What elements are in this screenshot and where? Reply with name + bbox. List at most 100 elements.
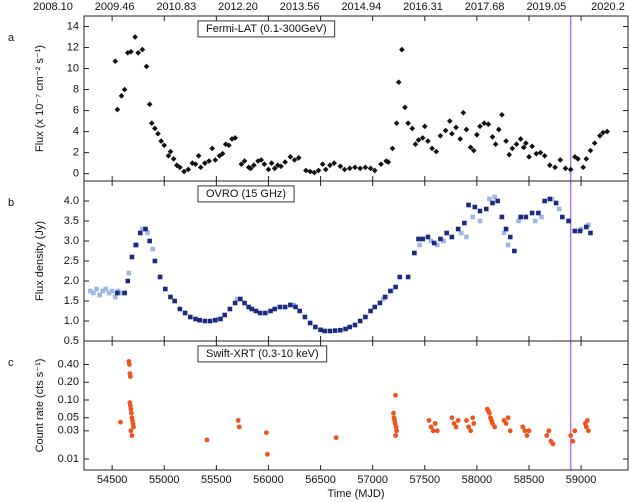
point	[185, 166, 192, 173]
point	[405, 274, 411, 280]
point	[357, 318, 363, 324]
point	[357, 165, 363, 172]
panel-label: b	[8, 197, 14, 209]
y-tick-label: 10	[67, 62, 79, 74]
point	[322, 328, 328, 334]
panel-title-box	[197, 345, 328, 363]
y-tick-label: 3.0	[64, 235, 79, 247]
point	[192, 161, 199, 168]
point	[399, 46, 405, 53]
panel-title: Fermi-LAT (0.1-300GeV)	[206, 23, 327, 35]
point	[219, 150, 226, 157]
point	[464, 234, 469, 240]
point	[247, 165, 254, 172]
point	[137, 230, 143, 236]
point	[91, 290, 96, 296]
point	[517, 136, 524, 142]
point	[272, 306, 278, 312]
point	[226, 142, 232, 149]
point	[170, 156, 177, 162]
point	[322, 166, 329, 173]
point	[520, 144, 527, 151]
y-tick-label: 1.5	[64, 295, 79, 307]
point	[87, 288, 93, 294]
point	[291, 157, 298, 163]
point	[125, 278, 131, 284]
point	[466, 424, 471, 430]
point	[238, 296, 243, 302]
point	[347, 324, 353, 330]
point	[389, 145, 396, 152]
point	[121, 86, 128, 93]
point	[94, 286, 99, 292]
point	[453, 424, 459, 430]
top-axis-label: 2014.94	[341, 1, 381, 13]
point	[378, 161, 384, 168]
point	[428, 238, 434, 244]
point	[529, 143, 535, 150]
point	[115, 290, 120, 296]
point	[147, 238, 152, 244]
point	[426, 418, 432, 423]
point	[402, 104, 408, 111]
point	[282, 159, 288, 165]
point	[457, 136, 464, 142]
point	[429, 145, 435, 152]
point	[333, 435, 339, 441]
y-tick-label: 2.0	[64, 275, 79, 287]
point	[133, 242, 139, 248]
point	[505, 242, 511, 248]
point	[597, 132, 603, 139]
x-tick-label: 55000	[149, 474, 180, 486]
point	[263, 430, 269, 435]
point	[135, 49, 142, 56]
point	[128, 406, 134, 412]
top-axis-label: 2008.10	[33, 1, 73, 13]
point	[241, 158, 248, 164]
point	[343, 326, 348, 332]
y-axis-label: Flux density (Jy)	[34, 221, 46, 301]
point	[481, 120, 488, 127]
y-tick-label: 8	[73, 83, 79, 95]
point	[129, 410, 134, 416]
point	[167, 148, 174, 155]
point	[415, 137, 422, 143]
point	[246, 304, 251, 310]
top-axis-label: 2013.56	[280, 1, 320, 13]
point	[168, 294, 173, 300]
point	[363, 314, 368, 320]
point	[148, 120, 155, 127]
point	[542, 198, 547, 204]
panel-label: c	[8, 357, 14, 369]
point	[583, 156, 590, 162]
point	[523, 140, 529, 146]
point	[332, 328, 338, 333]
y-tick-label: 0.40	[58, 358, 79, 370]
point	[460, 109, 467, 116]
x-tick-label: 55500	[201, 474, 232, 486]
point	[372, 304, 378, 310]
point	[315, 167, 322, 174]
point	[341, 166, 348, 173]
x-tick-label: 56500	[305, 474, 336, 486]
point	[388, 288, 393, 294]
point	[560, 214, 565, 220]
point	[470, 147, 477, 154]
point	[377, 300, 383, 306]
point	[114, 106, 121, 113]
point	[470, 214, 476, 220]
point	[455, 226, 461, 232]
point	[434, 242, 440, 248]
point	[393, 392, 399, 398]
point	[499, 214, 505, 220]
panel-title: OVRO (15 GHz)	[206, 188, 286, 200]
top-axis-label: 2010.83	[156, 1, 196, 13]
point	[129, 433, 135, 438]
y-tick-label: 0.05	[58, 412, 79, 424]
point	[143, 226, 148, 232]
point	[319, 161, 326, 168]
point	[516, 218, 521, 224]
point	[307, 168, 313, 175]
point	[523, 214, 529, 220]
